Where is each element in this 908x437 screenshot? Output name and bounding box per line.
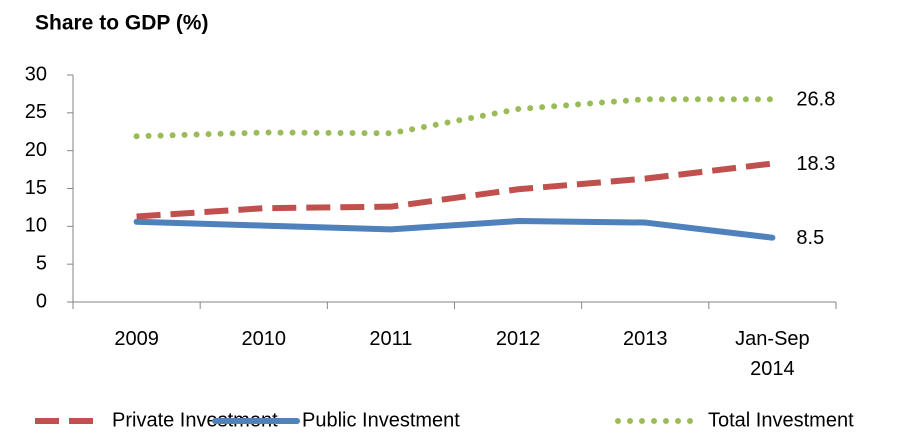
y-tick-label: 15	[25, 177, 47, 199]
y-tick-label: 10	[25, 215, 47, 237]
x-tick-label: Jan-Sep 2014	[735, 328, 810, 380]
legend-label: Total Investment	[708, 409, 854, 431]
data-label: 26.8	[796, 88, 835, 110]
x-tick-label: 2009	[114, 328, 159, 350]
x-tick-label: 2012	[495, 328, 541, 350]
line-series	[133, 218, 776, 241]
x-tick-label: 2011	[369, 328, 413, 350]
line-series	[136, 160, 773, 220]
y-tick-label: 25	[25, 101, 47, 123]
x-tick-label: 2013	[623, 328, 668, 350]
x-tick-label: 2010	[241, 328, 287, 350]
chart-title: Share to GDP (%)	[35, 12, 208, 35]
data-label: 8.5	[796, 227, 824, 249]
y-tick-label: 0	[36, 290, 47, 312]
legend-label: Public Investment	[302, 409, 460, 431]
legend-label: Private Investment	[112, 409, 278, 431]
line-series	[133, 96, 776, 140]
y-tick-label: 5	[36, 252, 47, 274]
y-tick-label: 30	[25, 63, 47, 85]
y-tick-label: 20	[25, 139, 47, 161]
data-label: 18.3	[796, 153, 835, 175]
